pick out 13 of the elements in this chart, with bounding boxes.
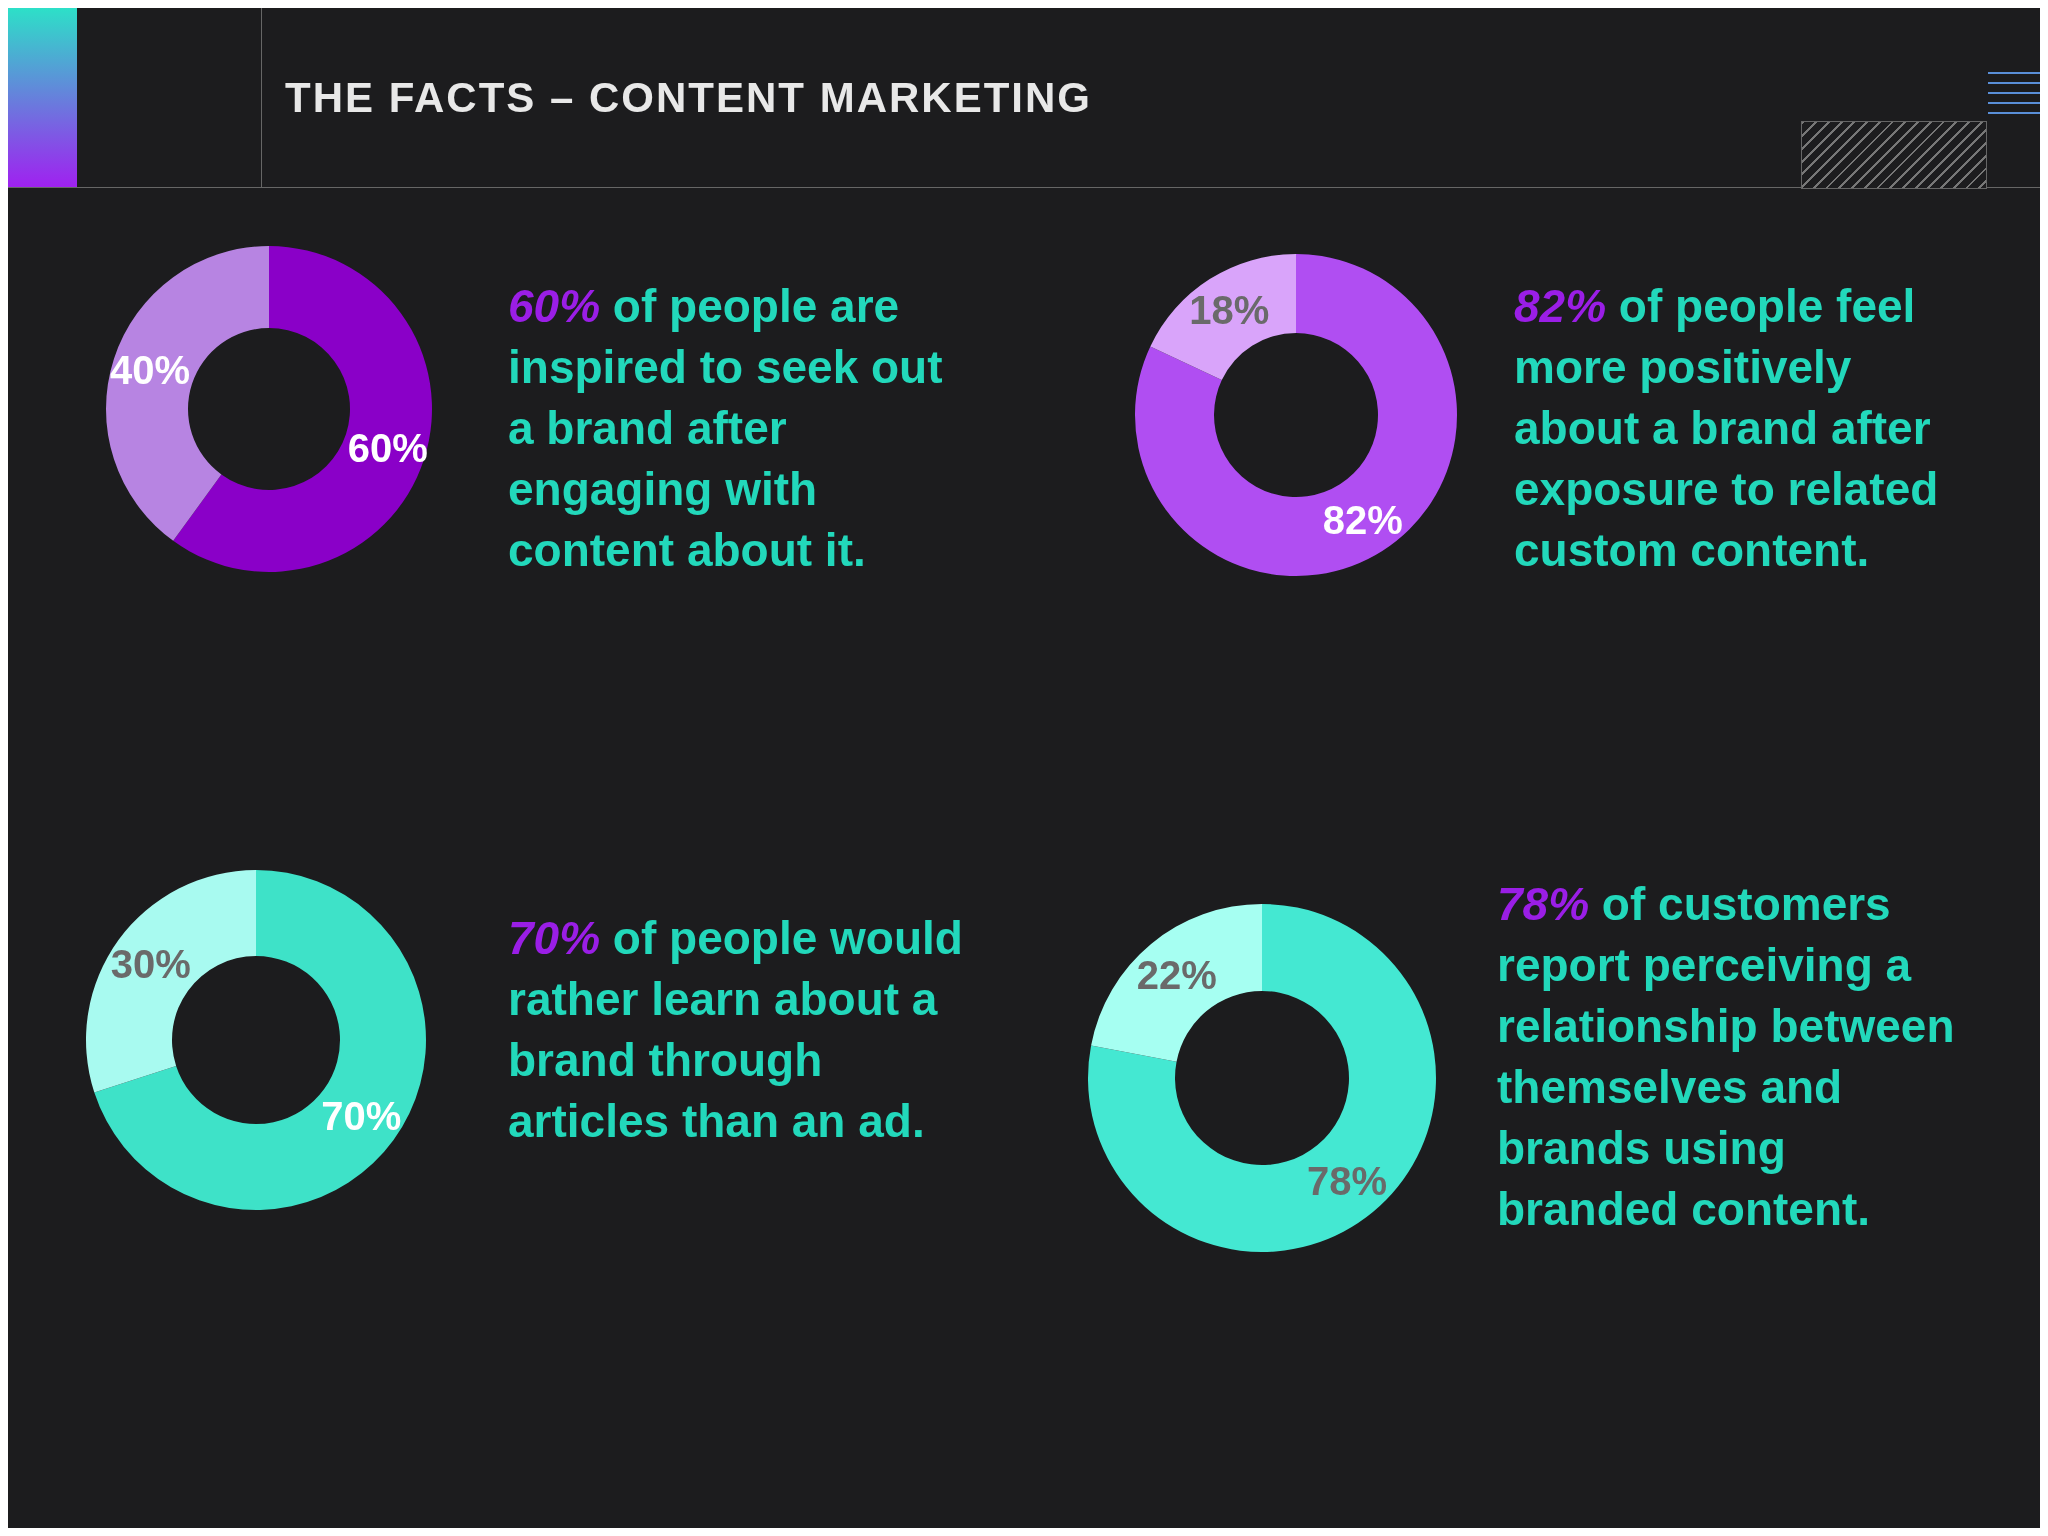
text: 78% of customers report perceiving a relationship between themselves and brands using branded content. — [1497, 877, 1956, 1237]
data-label: 78% — [1307, 1158, 1388, 1203]
data-label: 60% — [347, 425, 428, 470]
text: THE FACTS – CONTENT MARKETING — [285, 74, 1093, 122]
data-label: 40% — [110, 348, 191, 393]
text: 82% of people feel more positively about a brand after exposure to related custom content. — [1514, 279, 1940, 578]
data-label: 70% — [321, 1094, 402, 1139]
text: 60% of people are inspired to seek out a brand after engaging with content about it. — [508, 279, 944, 578]
data-label: 30% — [110, 941, 191, 986]
data-label: 82% — [1322, 498, 1403, 543]
text: 70% of people would rather learn about a brand through articles than an ad. — [508, 911, 964, 1149]
data-label: 22% — [1136, 953, 1217, 998]
data-label: 18% — [1189, 287, 1270, 332]
